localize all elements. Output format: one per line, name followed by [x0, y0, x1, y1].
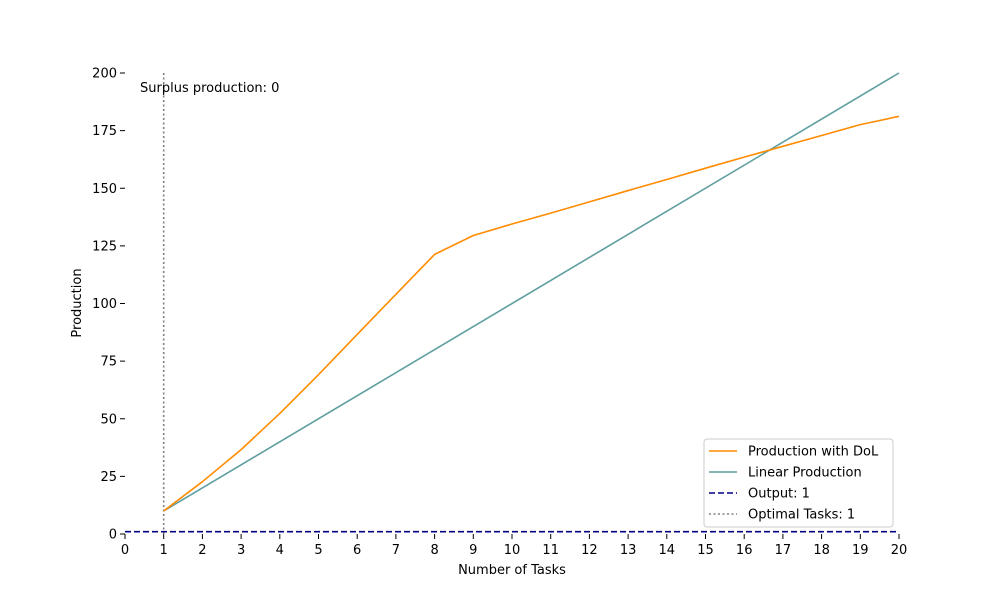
y-axis-ticks: 0 25 50 75 100 125 150 175 200 [92, 67, 125, 543]
legend-label: Output: 1 [748, 487, 810, 502]
y-tick-label: 75 [100, 355, 117, 370]
legend-label: Optimal Tasks: 1 [748, 508, 855, 523]
x-tick-label: 20 [891, 543, 908, 558]
x-axis-ticks: 0 1 2 3 4 5 6 7 8 9 10 11 12 13 14 15 16 17 18 19 20 [121, 534, 907, 558]
series-line-0 [163, 115, 900, 512]
x-tick-label: 15 [697, 543, 714, 558]
y-tick-label: 125 [92, 239, 117, 254]
x-axis-title: Number of Tasks [458, 563, 566, 578]
x-tick-label: 3 [237, 543, 245, 558]
x-tick-label: 7 [392, 543, 400, 558]
y-tick-label: 100 [92, 297, 117, 312]
x-tick-label: 6 [353, 543, 361, 558]
x-tick-label: 4 [276, 543, 284, 558]
x-tick-label: 10 [504, 543, 521, 558]
x-tick-label: 1 [160, 543, 168, 558]
series-layer [125, 72, 900, 534]
legend-box [703, 438, 894, 528]
y-tick-label: 0 [109, 528, 117, 543]
legend-label: Production with DoL [748, 445, 879, 460]
legend: Production with DoL Linear Production Outp… [703, 438, 894, 528]
y-axis-title: Production [70, 268, 85, 337]
x-tick-label: 19 [852, 543, 869, 558]
x-tick-label: 18 [813, 543, 830, 558]
x-tick-label: 8 [430, 543, 438, 558]
y-tick-label: 200 [92, 67, 117, 82]
y-tick-label: 150 [92, 182, 117, 197]
x-tick-label: 5 [314, 543, 322, 558]
surplus-annotation: Surplus production: 0 [140, 81, 279, 96]
x-tick-label: 0 [121, 543, 129, 558]
x-tick-label: 17 [775, 543, 792, 558]
x-tick-label: 2 [198, 543, 206, 558]
x-tick-label: 16 [736, 543, 753, 558]
x-tick-label: 9 [469, 543, 477, 558]
y-tick-label: 50 [100, 412, 117, 427]
legend-items: Production with DoL Linear Production Outp… [709, 445, 879, 523]
legend-label: Linear Production [748, 466, 862, 481]
x-tick-label: 13 [620, 543, 637, 558]
y-tick-label: 175 [92, 124, 117, 139]
x-tick-label: 11 [542, 543, 559, 558]
x-tick-label: 14 [659, 543, 676, 558]
series-line-1 [163, 72, 900, 512]
y-tick-label: 25 [100, 470, 117, 485]
x-tick-label: 12 [581, 543, 598, 558]
